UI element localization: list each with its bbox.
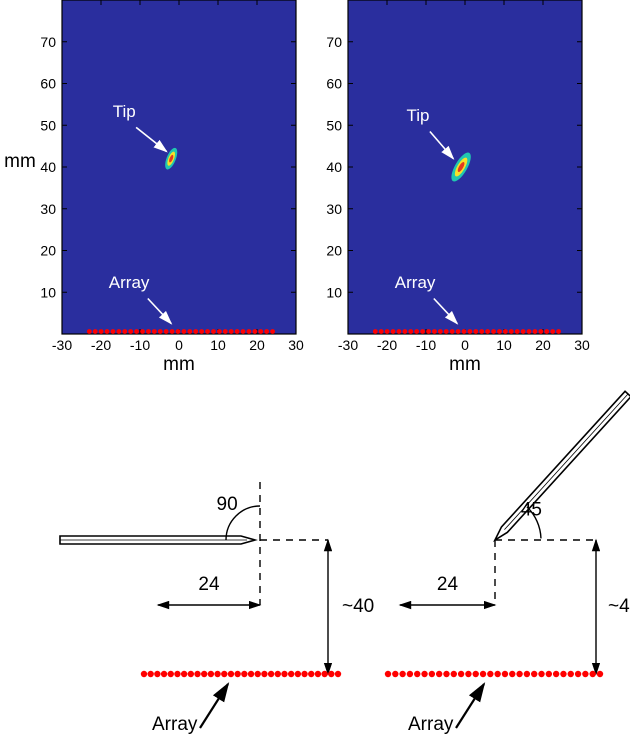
hdim-label: 24 [198,574,220,595]
tip-annot-label: Tip [113,102,136,121]
ytick-label: 60 [40,76,56,92]
x-axis-label: mm [163,354,195,375]
xtick-label: 20 [249,337,265,353]
xtick-label: 10 [210,337,226,353]
ytick-label: 40 [326,159,342,175]
x-axis-label: mm [449,354,481,375]
ytick-label: 30 [40,201,56,217]
vdim-label: ~40 [342,596,374,617]
ytick-label: 30 [326,201,342,217]
xtick-label: -10 [130,337,150,353]
ytick-label: 50 [326,117,342,133]
angle-label: 90 [217,494,238,515]
array-annot-label: Array [395,273,436,292]
xtick-label: 0 [461,337,469,353]
vdim-label: ~40 [608,596,630,617]
xtick-label: -30 [52,337,72,353]
ytick-label: 40 [40,159,56,175]
plot-bg [62,0,296,334]
hdim-label: 24 [437,574,459,595]
xtick-label: -20 [377,337,397,353]
panel-right: -30 -20 -10 0 10 20 30 10 20 30 40 50 60 70 mm Tip Array [326,0,590,375]
array-label: Array [152,714,198,734]
ytick-label: 10 [326,284,342,300]
figure-root: -30 -20 -10 0 10 20 30 10 20 30 40 50 60 70 mm mm Tip Arr… [0,0,630,734]
angle-label: 45 [521,499,542,520]
tip-annot-label: Tip [407,106,430,125]
ytick-label: 20 [326,243,342,259]
xtick-label: 0 [175,337,183,353]
ytick-label: 60 [326,76,342,92]
xtick-label: 10 [496,337,512,353]
xtick-label: 30 [574,337,590,353]
xtick-label: -30 [338,337,358,353]
xtick-label: 30 [288,337,304,353]
array-annot-label: Array [109,273,150,292]
y-axis-label: mm [4,151,36,172]
ytick-label: 70 [40,34,56,50]
xtick-label: -10 [416,337,436,353]
xtick-label: -20 [91,337,111,353]
ytick-label: 50 [40,117,56,133]
array-label: Array [408,714,454,734]
ytick-label: 10 [40,284,56,300]
ytick-label: 20 [40,243,56,259]
xtick-label: 20 [535,337,551,353]
ytick-label: 70 [326,34,342,50]
